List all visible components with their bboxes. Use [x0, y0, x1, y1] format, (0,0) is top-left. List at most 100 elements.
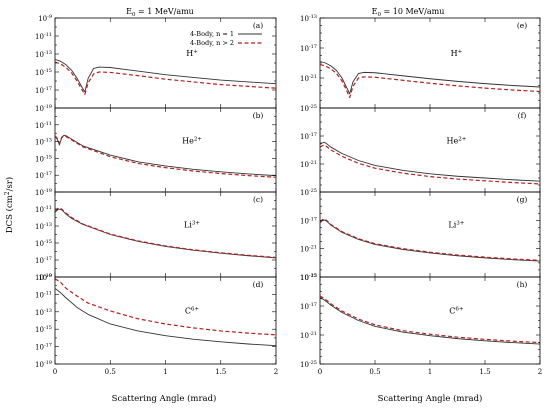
col-title-left: E0 = 1 MeV/amu [126, 7, 194, 18]
panel-g-ion-label: Li3+ [448, 221, 464, 230]
panel-e-ytick-label: 10-17 [300, 44, 317, 53]
panel-c-ytick-label: 10-15 [35, 239, 52, 248]
panel-b-ytick-label: 10-19 [35, 188, 52, 197]
panel-a-ytick-label: 10-9 [38, 14, 52, 23]
panel-c-ytick-label: 10-11 [35, 205, 52, 214]
panel-g-series-n1 [319, 219, 541, 262]
panel-h-ytick-label: 10-17 [300, 302, 317, 311]
legend-entry-n2-label: 4-Body, n > 2 [190, 39, 234, 47]
panel-f-ion-label: He2+ [446, 136, 466, 145]
panel-h-xtick-label: 2 [538, 368, 542, 376]
panel-f: 10-17 10-21 10-25 (f) He2+ [300, 107, 541, 197]
panel-c-series-n2 [54, 207, 277, 259]
panel-h-ion-label: C6+ [449, 307, 464, 316]
panel-d-xtick-label: 0 [53, 368, 57, 376]
panel-c-ytick-label: 10-17 [35, 256, 52, 265]
panel-b-series-n2 [54, 135, 277, 178]
panel-h-ytick-label: 10-21 [300, 331, 317, 340]
panel-b: 10-11 10-13 10-15 10-17 10-19 (b) He2+ [35, 107, 277, 197]
panel-h-xtick-label: 1 [428, 368, 432, 376]
panel-g-ytick-label: 10-25 [300, 273, 317, 282]
panel-h-xtick-label: 0 [318, 368, 322, 376]
x-axis-title-right: Scattering Angle (mrad) [378, 393, 483, 404]
panel-d-frame [54, 276, 277, 365]
panel-f-series-n1 [319, 141, 541, 182]
panel-e: 10-13 10-17 10-21 10-25 (e) H+ [300, 14, 541, 113]
panel-b-ytick-label: 10-13 [35, 138, 52, 147]
column-titles: E0 = 1 MeV/amu E0 = 10 MeV/amu [126, 7, 444, 18]
panel-h-ytick-label: 10-13 [300, 273, 317, 282]
panel-b-series-n1 [54, 134, 277, 177]
panel-d-ytick-label: 10-17 [35, 343, 52, 352]
col-title-right: E0 = 10 MeV/amu [372, 7, 445, 18]
panel-d-ytick-label: 10-9 [38, 273, 52, 282]
panel-e-ytick-label: 10-21 [300, 74, 317, 83]
x-axis-title-left: Scattering Angle (mrad) [112, 393, 217, 404]
panel-e-ytick-label: 10-13 [300, 14, 317, 23]
panel-g-label: (g) [517, 195, 528, 204]
panel-a-ytick-label: 10-11 [35, 32, 52, 41]
panel-f-label: (f) [518, 111, 527, 120]
y-axis-title: DCS (cm2/sr) [4, 177, 15, 233]
panel-e-label: (e) [517, 21, 527, 30]
panel-g-ytick-label: 10-17 [300, 216, 317, 225]
panel-h-series-n1 [319, 296, 541, 345]
panel-a-ytick-label: 10-15 [35, 68, 52, 77]
panel-a-ytick-label: 10-13 [35, 50, 52, 59]
panel-a-frame [54, 17, 277, 109]
panel-c-label: (c) [253, 195, 263, 204]
panel-h-xtick-label: 0.5 [369, 368, 380, 376]
panel-e-frame [319, 17, 541, 109]
panel-c-ion-label: Li3+ [184, 221, 200, 230]
panel-d-ytick-label: 10-19 [35, 360, 52, 369]
panel-e-ytick-label: 10-25 [300, 104, 317, 113]
panel-b-label: (b) [253, 111, 264, 120]
panel-g-ytick-label: 10-21 [300, 245, 317, 254]
panel-d-xtick-label: 1 [163, 368, 167, 376]
panel-e-series-n2 [319, 63, 541, 99]
panel-a: 10-9 10-11 10-13 10-15 10-17 10-19 (a) H+ [35, 14, 277, 113]
panel-f-ytick-label: 10-21 [300, 160, 317, 169]
panel-h-ytick-label: 10-25 [300, 360, 317, 369]
panel-c-series-n1 [54, 208, 277, 259]
panel-b-ytick-label: 10-17 [35, 171, 52, 180]
panel-d-xtick-label: 0.5 [105, 368, 116, 376]
panel-c-ytick-label: 10-19 [35, 273, 52, 282]
panel-b-ion-label: He2+ [182, 136, 202, 145]
panel-d-series-n1 [54, 287, 277, 347]
panel-d-label: (d) [253, 280, 264, 289]
panel-d-xtick-label: 2 [274, 368, 278, 376]
panel-d-xtick-label: 1.5 [215, 368, 226, 376]
panel-d-series-n2 [54, 278, 277, 336]
panel-a-series-n1 [54, 58, 277, 93]
panel-b-frame [54, 107, 277, 193]
panel-c-ytick-label: 10-13 [35, 222, 52, 231]
panel-d-ytick-label: 10-13 [35, 308, 52, 317]
panel-e-ion-label: H+ [451, 49, 463, 58]
panel-h-label: (h) [517, 280, 528, 289]
panels: 10-910-1110-1310-1510-1710-19(a)H+10-111… [35, 14, 542, 376]
panel-a-ytick-label: 10-17 [35, 86, 52, 95]
panel-f-ytick-label: 10-25 [300, 188, 317, 197]
panel-a-ion-label: H+ [186, 49, 198, 58]
panel-g: 10-17 10-21 10-25 (g) Li3+ [300, 191, 541, 282]
panel-d-ytick-label: 10-11 [35, 290, 52, 299]
panel-e-series-n1 [319, 61, 541, 95]
panel-c: 10-11 10-13 10-15 10-17 10-19 (c) Li3+ [35, 191, 277, 282]
panel-a-series-n2 [54, 61, 277, 96]
panel-f-series-n2 [319, 144, 541, 185]
legend: 4-Body, n = 1 4-Body, n > 2 [190, 30, 262, 47]
panel-f-ytick-label: 10-17 [300, 132, 317, 141]
panel-h-xtick-label: 1.5 [479, 368, 490, 376]
panel-g-series-n2 [319, 218, 541, 261]
legend-entry-n1-label: 4-Body, n = 1 [190, 30, 234, 38]
panel-g-frame [319, 191, 541, 278]
panel-b-ytick-label: 10-11 [35, 121, 52, 130]
panel-b-ytick-label: 10-15 [35, 154, 52, 163]
panel-a-label: (a) [253, 21, 263, 30]
panel-h-series-n2 [319, 295, 541, 344]
panel-a-ytick-label: 10-19 [35, 104, 52, 113]
